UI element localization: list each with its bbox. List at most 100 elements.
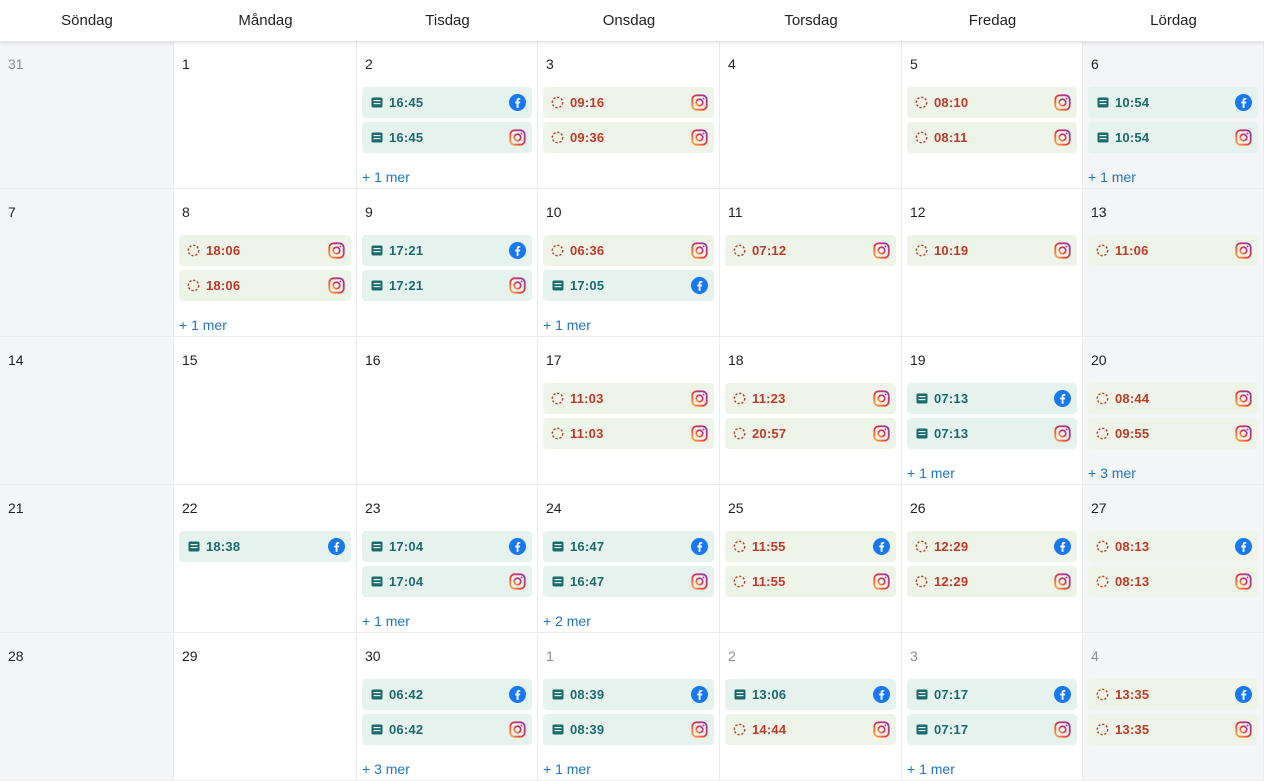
day-cell[interactable]: 19 07:13 07:13 + 1 mer xyxy=(902,337,1083,485)
scheduled-post[interactable]: 08:44 xyxy=(1088,383,1258,414)
event-list: 18:38 xyxy=(179,531,351,562)
day-cell[interactable]: 13 11:06 xyxy=(1083,189,1264,337)
scheduled-post[interactable]: 06:36 xyxy=(543,235,714,266)
scheduled-post[interactable]: 16:45 xyxy=(362,87,532,118)
day-cell[interactable]: 1 08:39 08:39 + 1 mer xyxy=(538,633,720,781)
message-icon xyxy=(551,540,564,553)
more-posts-link[interactable]: + 1 mer xyxy=(543,761,591,777)
scheduled-post[interactable]: 13:35 xyxy=(1088,714,1258,745)
scheduled-post[interactable]: 08:39 xyxy=(543,679,714,710)
day-cell[interactable]: 7 xyxy=(0,189,174,337)
more-posts-link[interactable]: + 1 mer xyxy=(362,169,410,185)
more-posts-link[interactable]: + 1 mer xyxy=(543,317,591,333)
day-cell[interactable]: 23 17:04 17:04 + 1 mer xyxy=(357,485,538,633)
scheduled-post[interactable]: 13:06 xyxy=(725,679,896,710)
message-icon xyxy=(1096,96,1109,109)
day-cell[interactable]: 5 08:10 08:11 xyxy=(902,41,1083,189)
day-cell[interactable]: 10 06:36 17:05 + 1 mer xyxy=(538,189,720,337)
day-cell[interactable]: 20 08:44 09:55 + 3 mer xyxy=(1083,337,1264,485)
scheduled-post[interactable]: 07:17 xyxy=(907,679,1077,710)
scheduled-post[interactable]: 17:04 xyxy=(362,531,532,562)
scheduled-post[interactable]: 17:05 xyxy=(543,270,714,301)
day-cell[interactable]: 1 xyxy=(174,41,357,189)
more-posts-link[interactable]: + 2 mer xyxy=(543,613,591,629)
scheduled-post[interactable]: 11:03 xyxy=(543,418,714,449)
more-posts-link[interactable]: + 3 mer xyxy=(1088,465,1136,481)
more-posts-link[interactable]: + 1 mer xyxy=(362,613,410,629)
instagram-icon xyxy=(690,390,708,408)
day-cell[interactable]: 11 07:12 xyxy=(720,189,902,337)
scheduled-post[interactable]: 10:54 xyxy=(1088,122,1258,153)
scheduled-post[interactable]: 07:13 xyxy=(907,383,1077,414)
day-cell[interactable]: 14 xyxy=(0,337,174,485)
scheduled-post[interactable]: 17:21 xyxy=(362,235,532,266)
scheduled-post[interactable]: 16:47 xyxy=(543,531,714,562)
scheduled-post[interactable]: 10:54 xyxy=(1088,87,1258,118)
day-cell[interactable]: 8 18:06 18:06 + 1 mer xyxy=(174,189,357,337)
scheduled-post[interactable]: 13:35 xyxy=(1088,679,1258,710)
scheduled-post[interactable]: 08:13 xyxy=(1088,531,1258,562)
day-cell[interactable]: 9 17:21 17:21 xyxy=(357,189,538,337)
day-cell[interactable]: 24 16:47 16:47 + 2 mer xyxy=(538,485,720,633)
scheduled-post[interactable]: 17:21 xyxy=(362,270,532,301)
scheduled-post[interactable]: 09:16 xyxy=(543,87,714,118)
day-cell[interactable]: 3 07:17 07:17 + 1 mer xyxy=(902,633,1083,781)
scheduled-post[interactable]: 11:03 xyxy=(543,383,714,414)
scheduled-post[interactable]: 12:29 xyxy=(907,531,1077,562)
day-cell[interactable]: 30 06:42 06:42 + 3 mer xyxy=(357,633,538,781)
more-posts-link[interactable]: + 1 mer xyxy=(1088,169,1136,185)
event-list: 06:42 06:42 xyxy=(362,679,532,745)
scheduled-post[interactable]: 11:55 xyxy=(725,566,896,597)
day-cell[interactable]: 29 xyxy=(174,633,357,781)
day-cell[interactable]: 28 xyxy=(0,633,174,781)
scheduled-post[interactable]: 07:13 xyxy=(907,418,1077,449)
day-cell[interactable]: 31 xyxy=(0,41,174,189)
day-cell[interactable]: 25 11:55 11:55 xyxy=(720,485,902,633)
scheduled-post[interactable]: 12:29 xyxy=(907,566,1077,597)
scheduled-post[interactable]: 11:06 xyxy=(1088,235,1258,266)
day-cell[interactable]: 22 18:38 xyxy=(174,485,357,633)
event-list: 18:06 18:06 xyxy=(179,235,351,301)
day-cell[interactable]: 27 08:13 08:13 xyxy=(1083,485,1264,633)
day-cell[interactable]: 21 xyxy=(0,485,174,633)
day-cell[interactable]: 6 10:54 10:54 + 1 mer xyxy=(1083,41,1264,189)
scheduled-post[interactable]: 09:36 xyxy=(543,122,714,153)
post-time: 09:55 xyxy=(1115,426,1150,441)
day-cell[interactable]: 3 09:16 09:36 xyxy=(538,41,720,189)
scheduled-post[interactable]: 17:04 xyxy=(362,566,532,597)
scheduled-post[interactable]: 07:12 xyxy=(725,235,896,266)
day-cell[interactable]: 2 16:45 16:45 + 1 mer xyxy=(357,41,538,189)
day-cell[interactable]: 26 12:29 12:29 xyxy=(902,485,1083,633)
scheduled-post[interactable]: 07:17 xyxy=(907,714,1077,745)
day-cell[interactable]: 18 11:23 20:57 xyxy=(720,337,902,485)
scheduled-post[interactable]: 11:55 xyxy=(725,531,896,562)
scheduled-post[interactable]: 16:45 xyxy=(362,122,532,153)
scheduled-post[interactable]: 18:38 xyxy=(179,531,351,562)
day-cell[interactable]: 2 13:06 14:44 xyxy=(720,633,902,781)
scheduled-post[interactable]: 18:06 xyxy=(179,235,351,266)
scheduled-post[interactable]: 08:13 xyxy=(1088,566,1258,597)
scheduled-post[interactable]: 06:42 xyxy=(362,714,532,745)
more-posts-link[interactable]: + 1 mer xyxy=(907,761,955,777)
scheduled-post[interactable]: 20:57 xyxy=(725,418,896,449)
scheduled-post[interactable]: 08:39 xyxy=(543,714,714,745)
scheduled-post[interactable]: 09:55 xyxy=(1088,418,1258,449)
event-list: 08:10 08:11 xyxy=(907,87,1077,153)
scheduled-post[interactable]: 08:10 xyxy=(907,87,1077,118)
more-posts-link[interactable]: + 3 mer xyxy=(362,761,410,777)
day-cell[interactable]: 4 13:35 13:35 xyxy=(1083,633,1264,781)
day-cell[interactable]: 12 10:19 xyxy=(902,189,1083,337)
day-cell[interactable]: 15 xyxy=(174,337,357,485)
scheduled-post[interactable]: 06:42 xyxy=(362,679,532,710)
more-posts-link[interactable]: + 1 mer xyxy=(179,317,227,333)
scheduled-post[interactable]: 14:44 xyxy=(725,714,896,745)
scheduled-post[interactable]: 08:11 xyxy=(907,122,1077,153)
day-cell[interactable]: 4 xyxy=(720,41,902,189)
scheduled-post[interactable]: 16:47 xyxy=(543,566,714,597)
scheduled-post[interactable]: 11:23 xyxy=(725,383,896,414)
scheduled-post[interactable]: 18:06 xyxy=(179,270,351,301)
day-cell[interactable]: 16 xyxy=(357,337,538,485)
scheduled-post[interactable]: 10:19 xyxy=(907,235,1077,266)
day-cell[interactable]: 17 11:03 11:03 xyxy=(538,337,720,485)
more-posts-link[interactable]: + 1 mer xyxy=(907,465,955,481)
